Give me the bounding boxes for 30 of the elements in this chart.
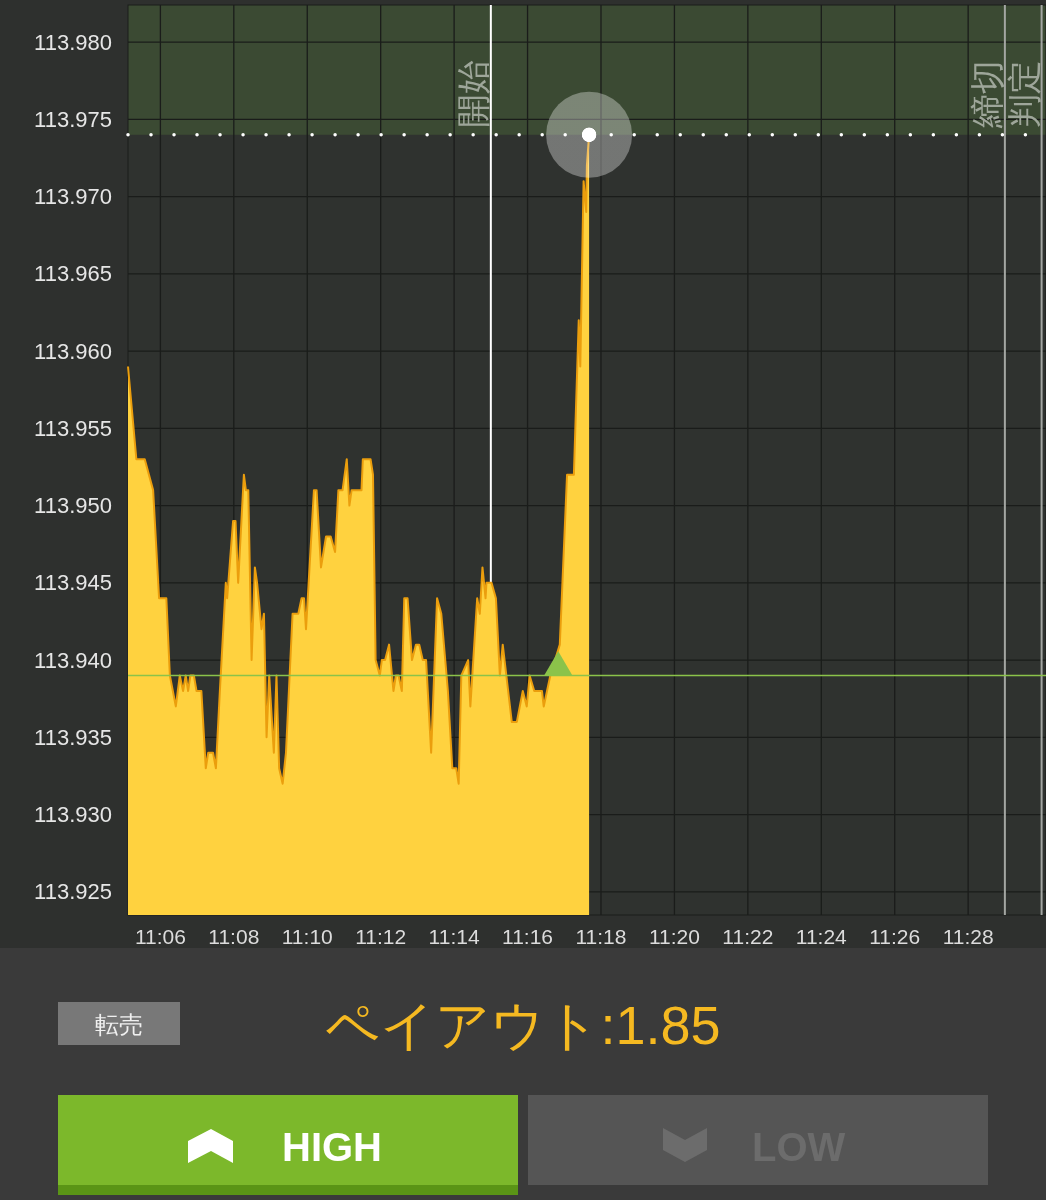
x-tick-label: 11:08 [208, 924, 260, 948]
x-tick-label: 11:26 [869, 924, 921, 948]
y-tick-label: 113.935 [34, 724, 112, 750]
y-tick-label: 113.975 [34, 106, 112, 132]
x-tick-label: 11:24 [795, 924, 847, 948]
y-tick-label: 113.955 [34, 415, 112, 441]
x-tick-label: 11:14 [428, 924, 480, 948]
x-tick-label: 11:28 [942, 924, 994, 948]
y-tick-label: 113.950 [34, 493, 112, 519]
y-tick-label: 113.980 [34, 29, 112, 55]
x-tick-label: 11:10 [281, 924, 333, 948]
y-tick-label: 113.960 [34, 338, 112, 364]
x-tick-label: 11:18 [575, 924, 627, 948]
y-tick-label: 113.970 [34, 184, 112, 210]
x-tick-label: 11:22 [722, 924, 774, 948]
y-tick-label: 113.930 [34, 802, 112, 828]
ref-line-label: 開始 [453, 60, 492, 128]
x-tick-label: 11:20 [648, 924, 700, 948]
button-high: HIGH [58, 1095, 518, 1195]
ref-line-label: 締切 [967, 60, 1006, 128]
y-tick-label: 113.965 [34, 261, 112, 287]
y-tick-label: 113.945 [34, 570, 112, 596]
x-tick-label: 11:16 [502, 924, 554, 948]
button-resell: 転売 [58, 1002, 180, 1045]
x-tick-label: 11:06 [134, 924, 186, 948]
payout-text: ペイアウト:1.85 [325, 995, 721, 1055]
ref-line-label: 判定 [1004, 60, 1043, 128]
y-tick-label: 113.925 [34, 879, 112, 905]
x-tick-label: 11:12 [355, 924, 407, 948]
y-tick-label: 113.940 [34, 647, 112, 673]
